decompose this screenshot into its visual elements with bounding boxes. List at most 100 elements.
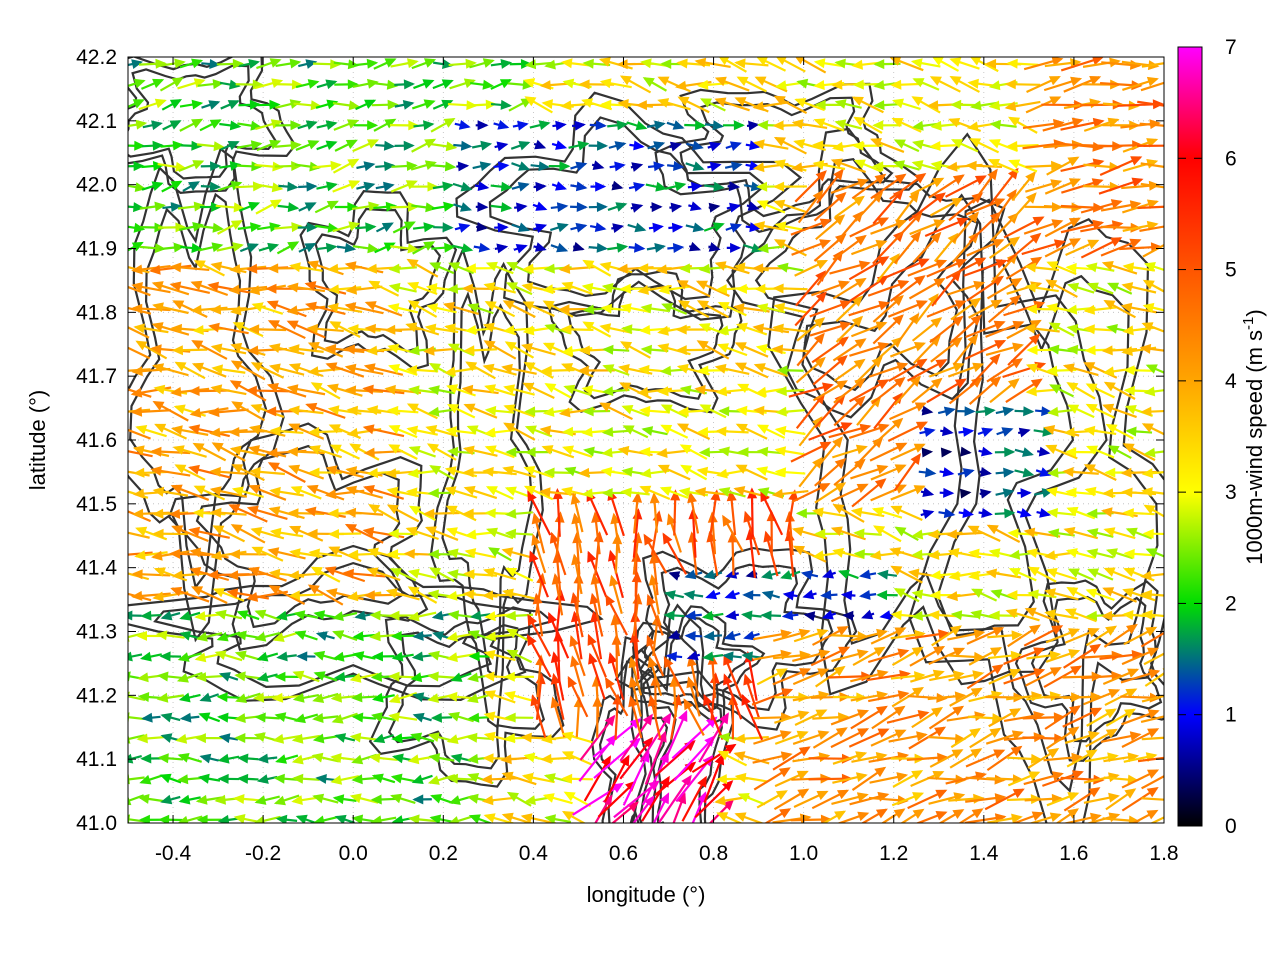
wind-arrow bbox=[987, 630, 1023, 641]
wind-arrow bbox=[208, 407, 249, 418]
wind-arrow bbox=[1043, 665, 1083, 689]
wind-arrow bbox=[893, 453, 921, 492]
wind-arrow bbox=[907, 359, 948, 382]
wind-arrow bbox=[1149, 816, 1164, 823]
wind-arrow bbox=[708, 242, 721, 252]
wind-arrow bbox=[1086, 548, 1114, 559]
wind-arrow bbox=[703, 753, 725, 804]
wind-arrow bbox=[628, 695, 643, 739]
wind-arrow bbox=[969, 353, 1001, 387]
wind-arrow bbox=[388, 692, 418, 704]
wind-arrow bbox=[802, 589, 817, 600]
wind-arrow bbox=[288, 590, 323, 601]
wind-arrow bbox=[131, 590, 171, 601]
wind-arrow bbox=[230, 524, 266, 544]
wind-arrow bbox=[428, 753, 455, 763]
wind-arrow bbox=[342, 568, 386, 579]
wind-arrow bbox=[1085, 625, 1118, 647]
wind-arrow bbox=[298, 242, 317, 253]
wind-arrow bbox=[272, 733, 301, 744]
wind-arrow bbox=[349, 672, 379, 683]
contour-line bbox=[128, 544, 604, 702]
wind-arrow bbox=[958, 508, 974, 518]
wind-arrow bbox=[271, 692, 302, 703]
wind-arrow bbox=[725, 610, 740, 621]
wind-arrow bbox=[463, 485, 498, 500]
wind-arrow bbox=[151, 281, 190, 296]
wind-arrow bbox=[355, 222, 377, 233]
wind-arrow bbox=[607, 120, 629, 131]
wind-arrow bbox=[137, 692, 164, 702]
wind-arrow bbox=[703, 630, 723, 641]
wind-arrow bbox=[947, 629, 986, 641]
wind-arrow bbox=[210, 343, 247, 355]
wind-arrow bbox=[790, 441, 832, 463]
wind-arrow bbox=[833, 458, 866, 486]
wind-arrow bbox=[274, 671, 299, 682]
wind-arrow bbox=[835, 295, 864, 323]
wind-arrow bbox=[1122, 443, 1156, 462]
wind-arrow bbox=[1063, 643, 1102, 669]
wind-arrow bbox=[949, 687, 983, 707]
wind-arrow bbox=[774, 221, 806, 232]
wind-arrow bbox=[177, 753, 203, 763]
wind-arrow bbox=[975, 406, 996, 417]
y-tick-label: 41.4 bbox=[76, 557, 117, 580]
wind-arrow bbox=[880, 808, 906, 823]
wind-arrow bbox=[501, 771, 537, 786]
wind-arrow bbox=[964, 813, 1007, 823]
x-tick-label: 1.4 bbox=[969, 842, 999, 865]
wind-arrow bbox=[918, 467, 937, 478]
wind-arrow bbox=[257, 99, 281, 110]
wind-arrow bbox=[351, 774, 377, 785]
wind-arrow bbox=[987, 159, 1019, 174]
wind-arrow bbox=[588, 202, 608, 212]
wind-arrow bbox=[809, 300, 852, 318]
wind-arrow bbox=[979, 467, 992, 477]
wind-arrow bbox=[171, 570, 208, 581]
wind-arrow bbox=[128, 161, 145, 172]
wind-arrow bbox=[928, 792, 966, 805]
wind-arrow bbox=[176, 774, 203, 785]
wind-arrow bbox=[191, 586, 228, 604]
wind-arrow bbox=[529, 550, 549, 598]
wind-arrow bbox=[449, 815, 475, 823]
wind-arrow bbox=[1005, 608, 1040, 622]
wind-arrow bbox=[313, 815, 338, 823]
wind-arrow bbox=[542, 793, 573, 805]
colorbar-tick-label: 4 bbox=[1225, 370, 1237, 393]
wind-arrow bbox=[180, 140, 203, 151]
wind-arrow bbox=[812, 507, 846, 518]
wind-arrow bbox=[1083, 792, 1120, 804]
wind-arrow bbox=[430, 117, 456, 133]
wind-arrow bbox=[890, 443, 926, 461]
wind-arrow bbox=[134, 550, 168, 561]
wind-arrow bbox=[131, 282, 171, 294]
wind-arrow bbox=[891, 687, 924, 708]
wind-arrow bbox=[160, 610, 181, 621]
wind-arrow bbox=[571, 120, 586, 131]
wind-arrow bbox=[333, 119, 360, 131]
wind-arrow bbox=[688, 201, 702, 211]
wind-arrow bbox=[850, 464, 889, 480]
wind-arrow bbox=[128, 368, 151, 372]
wind-arrow bbox=[573, 696, 584, 738]
wind-arrow bbox=[867, 280, 910, 297]
wind-arrow bbox=[591, 160, 605, 170]
wind-arrow bbox=[1037, 446, 1051, 457]
wind-arrow bbox=[388, 671, 418, 682]
contour-line bbox=[567, 284, 724, 400]
wind-arrow bbox=[471, 140, 493, 151]
wind-arrow bbox=[405, 322, 440, 336]
wind-arrow bbox=[368, 504, 400, 523]
wind-arrow bbox=[1140, 406, 1164, 417]
wind-arrow bbox=[977, 427, 994, 437]
wind-arrow bbox=[1080, 237, 1123, 259]
wind-arrow bbox=[239, 59, 260, 69]
wind-arrow bbox=[406, 258, 439, 278]
wind-arrow bbox=[128, 266, 150, 274]
wind-arrow bbox=[371, 773, 396, 784]
wind-arrow bbox=[432, 59, 454, 69]
wind-arrow bbox=[620, 341, 651, 359]
wind-arrow bbox=[989, 119, 1017, 130]
